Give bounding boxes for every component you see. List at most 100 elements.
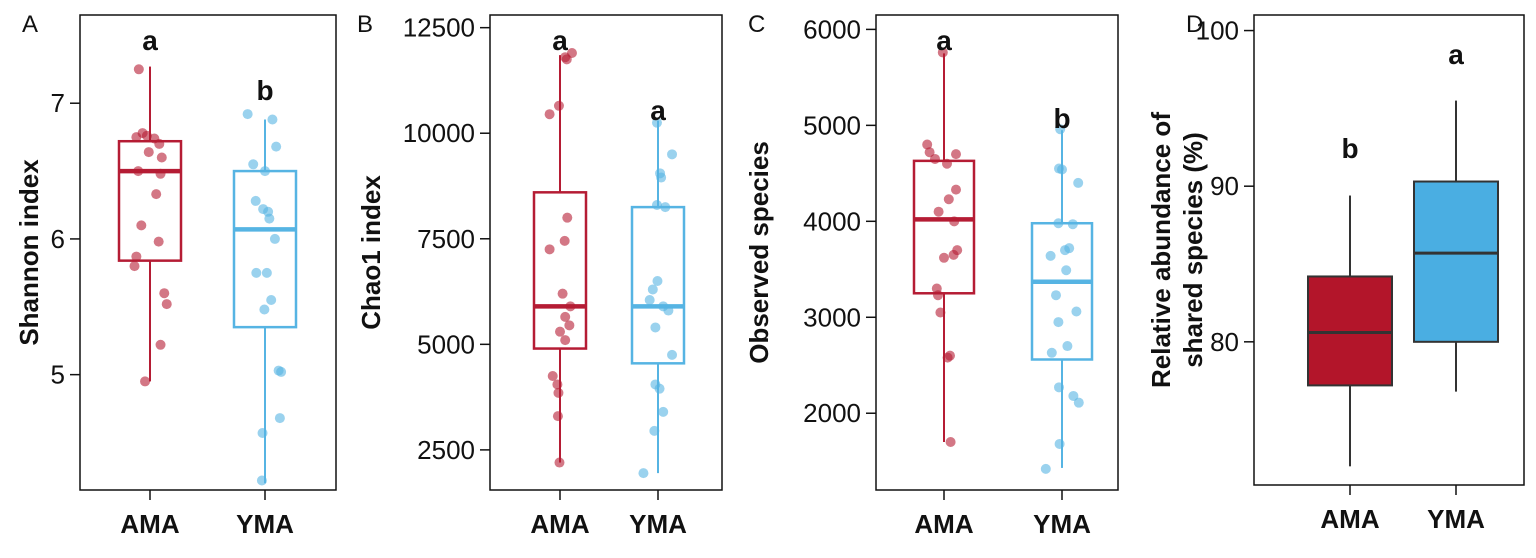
data-point: [242, 109, 253, 120]
data-point: [935, 307, 946, 318]
data-point: [565, 301, 576, 312]
data-point: [663, 305, 674, 316]
y-tick-label: 90: [1210, 171, 1239, 201]
data-point: [654, 383, 665, 394]
data-point: [649, 425, 660, 436]
y-tick-label: 80: [1210, 327, 1239, 357]
y-axis-title-line: shared species (%): [1178, 132, 1208, 368]
data-point: [937, 47, 948, 58]
data-point: [562, 212, 573, 223]
y-tick-label: 12500: [403, 13, 475, 43]
y-tick-label: 10000: [403, 118, 475, 148]
box-yma: a: [1413, 39, 1499, 392]
data-point: [547, 371, 558, 381]
x-tick-label: AMA: [530, 509, 589, 539]
y-axis-title: Chao1 index: [356, 175, 386, 330]
significance-letter: b: [256, 75, 273, 106]
data-point: [651, 117, 662, 128]
x-tick-label: YMA: [1427, 504, 1485, 534]
x-tick-label: YMA: [1033, 509, 1091, 539]
data-point: [951, 184, 961, 195]
data-point: [1053, 317, 1064, 328]
data-point: [133, 166, 144, 177]
data-point: [544, 244, 555, 255]
data-point: [161, 299, 172, 310]
data-point: [159, 288, 170, 299]
data-point: [266, 295, 277, 305]
data-point: [250, 195, 261, 206]
box-ama: a: [532, 25, 588, 468]
data-point: [140, 376, 151, 387]
data-point: [924, 147, 935, 158]
significance-letter: a: [1448, 39, 1464, 70]
data-point: [544, 109, 555, 120]
panel-b: B 2500 5000 7500 10000 12500 Chao1 index AMA YMA…: [356, 11, 723, 539]
significance-letter: a: [552, 25, 568, 56]
y-axis-title-line: Relative abundance of: [1146, 112, 1176, 388]
plot-frame: [79, 14, 337, 491]
data-point: [552, 379, 563, 390]
data-point: [1073, 397, 1084, 408]
data-point: [652, 276, 663, 286]
data-point: [651, 200, 662, 210]
data-point: [942, 352, 953, 363]
y-tick-label: 2500: [417, 435, 475, 465]
panel-a: A 5 6 7 Shannon index AMA YMA a b: [14, 11, 337, 539]
data-point: [1060, 245, 1070, 256]
data-point: [155, 168, 166, 179]
data-point: [1062, 341, 1073, 352]
data-point: [251, 267, 262, 278]
y-tick-label: 7: [51, 88, 65, 118]
x-tick-label: AMA: [1320, 504, 1379, 534]
box-iqr: [1413, 180, 1499, 343]
x-tick-label: YMA: [629, 509, 687, 539]
data-point: [559, 235, 570, 246]
data-point: [264, 213, 275, 224]
data-point: [131, 132, 142, 143]
box-ama: b: [1307, 133, 1393, 467]
x-tick-label: YMA: [236, 509, 294, 539]
data-point: [647, 284, 658, 295]
panel-c: C 2000 3000 4000 5000 6000 Observed species AMA…: [744, 11, 1119, 539]
data-point: [667, 349, 678, 360]
data-point: [949, 216, 960, 227]
data-point: [151, 189, 162, 200]
data-point: [1067, 219, 1078, 230]
box-iqr: [117, 139, 183, 262]
y-tick-label: 6: [51, 224, 65, 254]
data-point: [136, 220, 147, 231]
box-yma: a: [630, 95, 686, 479]
data-point: [560, 335, 571, 346]
y-axis-title: Relative abundance ofshared species (%): [1146, 112, 1208, 388]
data-point: [658, 406, 669, 417]
data-point: [129, 261, 140, 272]
y-tick-label: 100: [1196, 16, 1239, 46]
y-tick-label: 2000: [803, 398, 861, 428]
y-tick-label: 3000: [803, 302, 861, 332]
data-point: [259, 304, 270, 315]
y-tick-label: 5000: [803, 110, 861, 140]
panel-label: D: [1186, 11, 1203, 38]
data-point: [248, 159, 259, 170]
x-tick-label: AMA: [914, 509, 973, 539]
y-tick-label: 5000: [417, 329, 475, 359]
data-point: [1057, 164, 1067, 175]
data-point: [667, 149, 678, 160]
data-point: [922, 139, 933, 150]
data-point: [553, 100, 564, 111]
data-point: [269, 233, 280, 244]
data-point: [656, 172, 667, 183]
data-point: [933, 290, 943, 301]
data-point: [257, 428, 268, 438]
y-tick-label: 4000: [803, 206, 861, 236]
data-point: [660, 202, 671, 213]
y-tick-label: 6000: [803, 14, 861, 44]
box-iqr: [1307, 275, 1393, 387]
data-point: [271, 141, 282, 152]
data-point: [638, 468, 649, 479]
data-point: [1054, 382, 1064, 393]
data-point: [930, 153, 940, 164]
data-point: [560, 311, 571, 322]
data-point: [1073, 177, 1084, 188]
data-point: [256, 475, 267, 486]
